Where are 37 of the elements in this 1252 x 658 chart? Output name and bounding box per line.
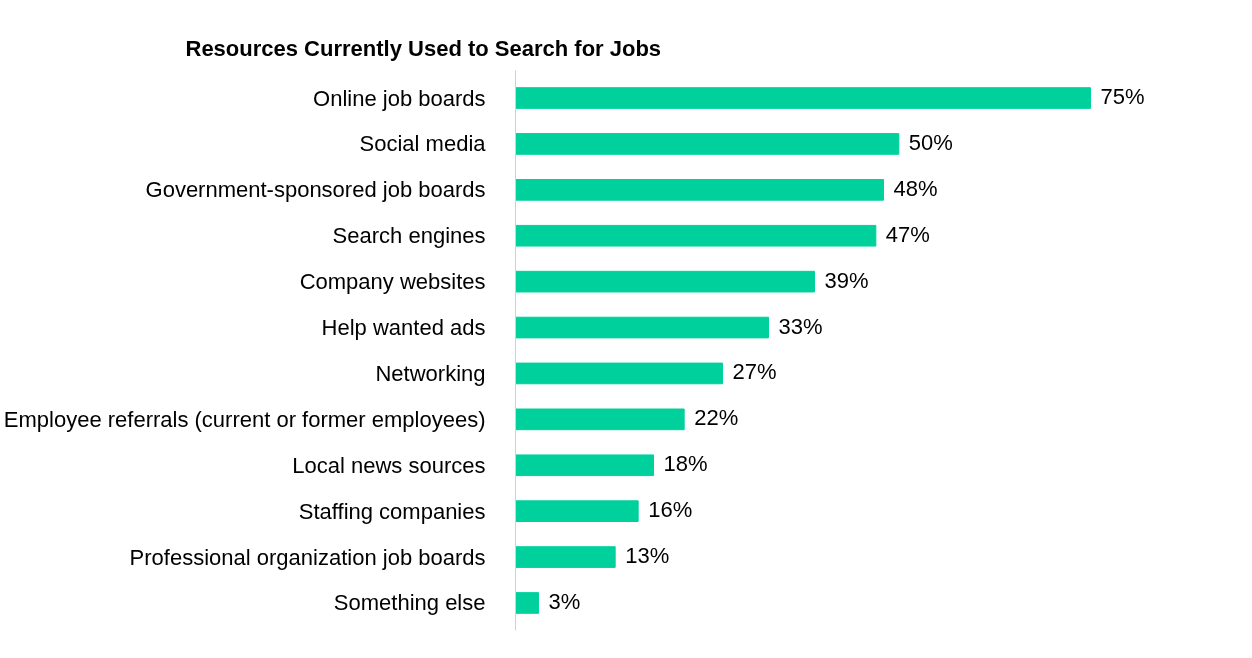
bar — [515, 408, 685, 431]
bar — [515, 316, 769, 339]
bar — [515, 592, 539, 614]
data-label: 18% — [663, 451, 708, 477]
bar — [515, 133, 900, 155]
y-tick-label: Professional organization job boards — [129, 544, 486, 570]
y-tick-label: Employee referrals (current or former employees) — [3, 406, 486, 432]
bar — [515, 87, 1091, 109]
y-tick-label: Government-sponsored job boards — [145, 177, 486, 203]
chart-title: Resources Currently Used to Search for Jobs — [185, 35, 662, 61]
y-tick-label: Networking — [375, 360, 486, 386]
data-label: 13% — [625, 543, 670, 569]
bar — [515, 454, 654, 477]
bar — [515, 270, 815, 293]
y-tick-label: Social media — [359, 131, 487, 157]
y-tick-label: Staffing companies — [298, 498, 486, 524]
y-tick-label: Local news sources — [292, 452, 486, 478]
data-label: 16% — [648, 497, 693, 523]
y-tick-label: Company websites — [299, 269, 486, 295]
bar — [515, 546, 616, 568]
bar — [515, 224, 877, 247]
data-label: 47% — [885, 221, 930, 247]
data-label: 33% — [778, 313, 823, 339]
data-label: 50% — [908, 129, 953, 155]
data-label: 39% — [824, 267, 869, 293]
y-tick-label: Online job boards — [313, 85, 486, 111]
bar — [515, 179, 884, 201]
data-label: 75% — [1100, 84, 1145, 110]
data-label: 3% — [548, 588, 581, 614]
y-tick-label: Something else — [333, 590, 486, 616]
data-label: 48% — [893, 175, 938, 201]
y-tick-label: Search engines — [332, 223, 486, 249]
data-label: 27% — [732, 359, 777, 385]
bar — [515, 500, 639, 522]
y-tick-label: Help wanted ads — [321, 315, 486, 341]
data-label: 22% — [694, 405, 739, 431]
bar — [515, 362, 723, 385]
